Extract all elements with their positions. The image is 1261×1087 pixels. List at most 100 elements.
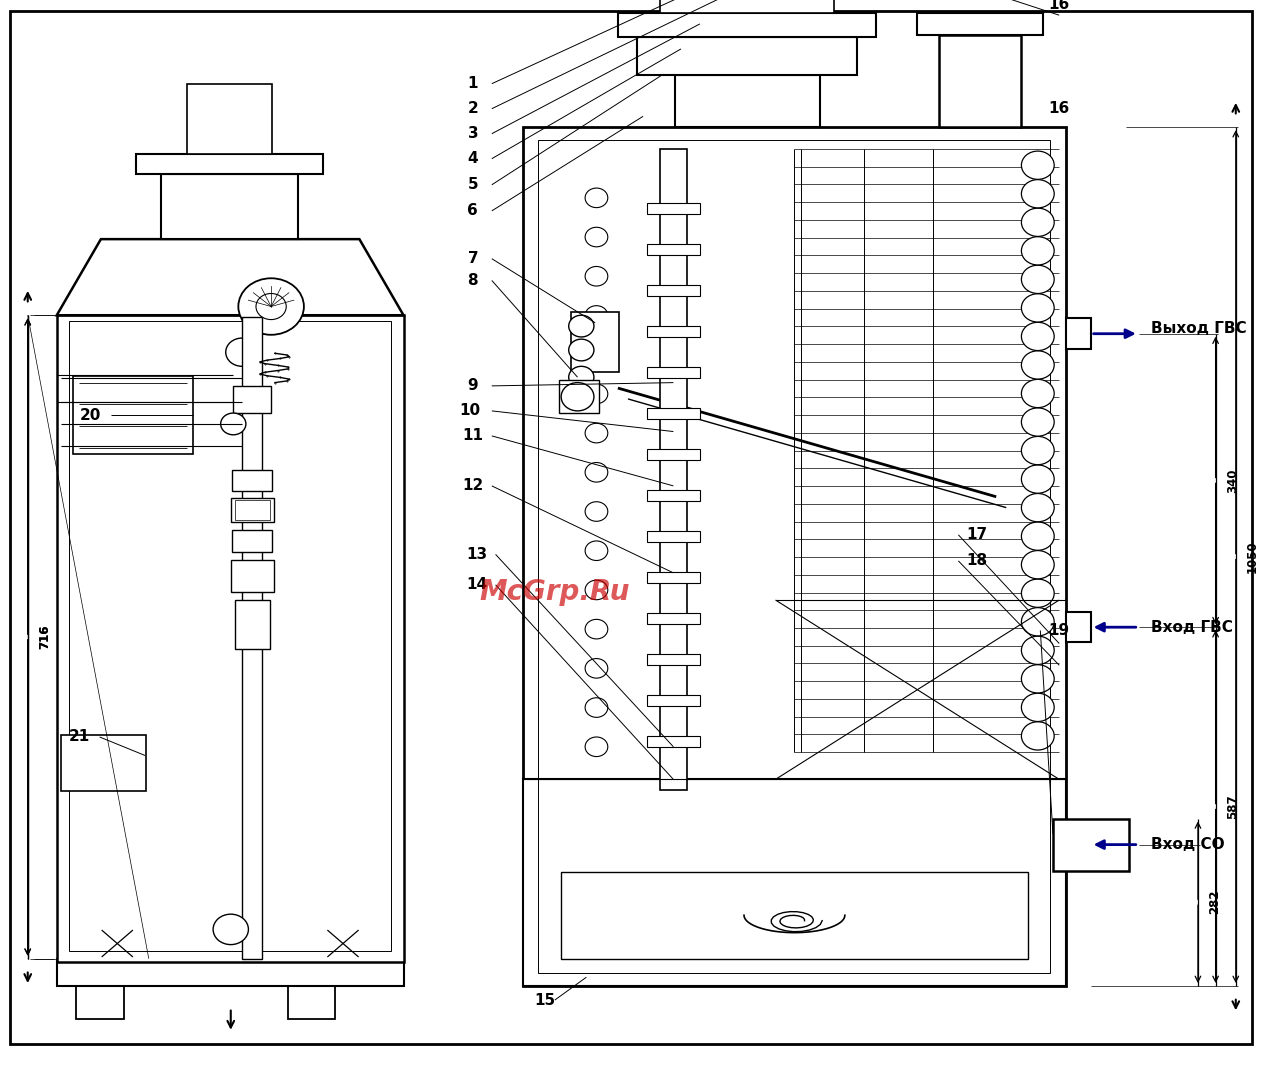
Circle shape [585, 345, 608, 364]
Bar [660, 149, 687, 790]
Bar [647, 367, 700, 378]
Bar [1066, 612, 1091, 642]
Circle shape [1021, 665, 1054, 694]
Bar [57, 959, 404, 986]
Bar [232, 470, 272, 491]
Circle shape [1021, 608, 1054, 636]
Bar [561, 872, 1028, 959]
Polygon shape [57, 239, 404, 315]
Text: Вход ГВС: Вход ГВС [1151, 620, 1233, 635]
Bar [647, 203, 700, 214]
Circle shape [213, 914, 248, 945]
Bar [917, 13, 1043, 35]
Circle shape [585, 188, 608, 208]
Circle shape [1021, 237, 1054, 265]
Bar [647, 695, 700, 705]
Bar [1053, 819, 1129, 871]
Bar [559, 380, 599, 413]
Circle shape [1021, 694, 1054, 722]
Circle shape [585, 737, 608, 757]
Text: 3: 3 [468, 126, 478, 141]
Text: 340: 340 [1226, 468, 1238, 492]
Bar [1066, 318, 1091, 349]
Bar [675, 75, 820, 127]
Text: 7: 7 [468, 251, 478, 266]
Circle shape [1021, 265, 1054, 293]
Circle shape [1021, 209, 1054, 237]
Bar [647, 408, 700, 418]
Circle shape [1021, 636, 1054, 664]
Text: 20: 20 [81, 408, 101, 423]
Circle shape [1021, 465, 1054, 493]
Circle shape [585, 620, 608, 639]
Circle shape [585, 659, 608, 678]
Circle shape [1021, 323, 1054, 351]
Text: 10: 10 [460, 403, 480, 418]
Text: 6: 6 [468, 203, 478, 218]
Bar [523, 779, 1066, 986]
Text: 17: 17 [967, 527, 987, 542]
Circle shape [1021, 522, 1054, 550]
Text: 14: 14 [467, 577, 487, 592]
Bar [647, 572, 700, 583]
Bar [618, 13, 876, 37]
Bar [76, 986, 124, 1019]
Bar [61, 735, 146, 791]
Text: 5: 5 [468, 177, 478, 192]
Text: 716: 716 [38, 625, 50, 649]
Text: 4: 4 [468, 151, 478, 166]
Bar [231, 498, 274, 522]
Bar [647, 285, 700, 296]
Bar [57, 315, 404, 962]
Bar [235, 600, 270, 649]
Bar [187, 84, 272, 154]
Bar [647, 736, 700, 747]
Circle shape [1021, 293, 1054, 322]
Circle shape [256, 293, 286, 320]
Text: 9: 9 [468, 378, 478, 393]
Text: 716: 716 [38, 625, 50, 649]
Bar [233, 386, 271, 413]
Text: 587: 587 [1226, 795, 1238, 819]
Text: 16: 16 [1049, 101, 1069, 116]
Text: 13: 13 [467, 547, 487, 562]
Bar [571, 312, 619, 372]
Text: Выход ГВС: Выход ГВС [1151, 321, 1247, 336]
Text: 282: 282 [1208, 890, 1221, 914]
Circle shape [1021, 179, 1054, 208]
Text: 16: 16 [1049, 0, 1069, 12]
Text: 2: 2 [468, 101, 478, 116]
Circle shape [585, 384, 608, 403]
Circle shape [1021, 379, 1054, 408]
Circle shape [585, 423, 608, 442]
Circle shape [1021, 151, 1054, 179]
Bar [647, 654, 700, 665]
Text: 12: 12 [463, 478, 483, 493]
Bar [647, 449, 700, 460]
Bar [73, 376, 193, 454]
Text: 1050: 1050 [1246, 540, 1258, 573]
Circle shape [1021, 722, 1054, 750]
Circle shape [569, 315, 594, 337]
Circle shape [585, 305, 608, 325]
Text: 19: 19 [1049, 623, 1069, 638]
Circle shape [585, 502, 608, 522]
Bar [232, 530, 272, 552]
Bar [288, 986, 335, 1019]
Text: 18: 18 [967, 553, 987, 569]
Circle shape [221, 413, 246, 435]
Bar [235, 500, 270, 520]
Circle shape [226, 338, 259, 366]
Circle shape [585, 462, 608, 482]
Circle shape [585, 580, 608, 600]
Circle shape [1021, 408, 1054, 436]
Circle shape [569, 339, 594, 361]
Bar [242, 317, 262, 959]
Bar [136, 154, 323, 174]
Circle shape [585, 541, 608, 561]
Bar [69, 321, 391, 951]
Bar [647, 326, 700, 337]
Circle shape [569, 366, 594, 388]
Text: 21: 21 [69, 729, 90, 745]
Text: 8: 8 [468, 273, 478, 288]
